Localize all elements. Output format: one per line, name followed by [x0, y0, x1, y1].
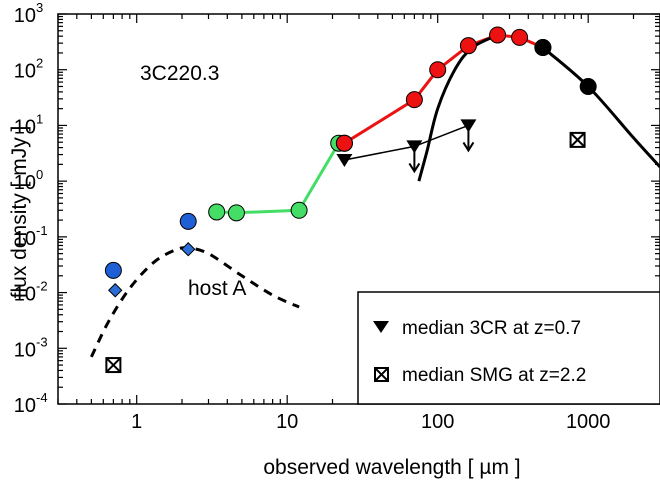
data-point	[489, 26, 507, 44]
y-tick-label: 10	[14, 228, 36, 250]
legend-label-smg: median SMG at z=2.2	[402, 365, 586, 386]
host-model-curve	[90, 246, 300, 358]
x-tick-label: 100	[421, 411, 454, 433]
y-tick-label: 10	[14, 5, 36, 27]
x-tick-label: 1000	[566, 411, 611, 433]
y-axis-title: flux density [ mJy ]	[8, 126, 31, 299]
legend-label-3cr: median 3CR at z=0.7	[402, 318, 581, 339]
y-tick-exponent: -1	[36, 223, 48, 238]
x-axis-title: observed wavelength [ µm ]	[263, 456, 520, 479]
data-point	[179, 212, 197, 230]
data-point	[405, 91, 423, 109]
data-point	[534, 39, 552, 57]
y-tick-exponent: 0	[36, 167, 43, 182]
data-point	[227, 204, 245, 222]
upper-limit-arrow	[408, 162, 421, 174]
legend: median 3CR at z=0.7 median SMG at z=2.2	[357, 291, 660, 405]
data-point-cross	[569, 132, 586, 148]
x-tick-label: 10	[276, 411, 298, 433]
series-line	[541, 46, 660, 168]
y-tick-exponent: -3	[36, 334, 48, 349]
y-tick-label: 10	[14, 339, 36, 361]
data-point	[108, 283, 123, 298]
y-tick-exponent: -2	[36, 279, 48, 294]
data-point	[208, 203, 226, 221]
y-tick-exponent: 3	[36, 0, 43, 15]
y-tick-label: 10	[14, 284, 36, 306]
y-tick-label: 10	[14, 172, 36, 194]
legend-box	[357, 291, 660, 405]
upper-limit-arrow	[462, 141, 475, 153]
x-tick-label: 1	[131, 411, 142, 433]
legend-triangle-icon	[373, 321, 389, 333]
source-label: 3C220.3	[140, 62, 219, 85]
legend-boxed-x-icon	[374, 367, 389, 382]
y-tick-exponent: 2	[36, 56, 43, 71]
dust-model-curve	[417, 33, 499, 182]
annotation-host-a: host A	[188, 277, 246, 300]
data-point	[104, 261, 122, 279]
y-tick-exponent: 1	[36, 111, 43, 126]
y-tick-exponent: -4	[36, 390, 48, 405]
data-point	[511, 28, 529, 46]
y-tick-label: 10	[14, 116, 36, 138]
data-point-cross	[105, 357, 122, 373]
data-point	[336, 153, 353, 167]
series-line	[216, 141, 345, 215]
y-tick-label: 10	[14, 61, 36, 83]
data-point	[579, 77, 597, 95]
y-tick-label: 10	[14, 395, 36, 417]
data-point	[335, 134, 353, 152]
data-point	[181, 242, 196, 257]
data-point	[290, 201, 308, 219]
data-point	[429, 61, 447, 79]
data-point	[459, 37, 477, 55]
